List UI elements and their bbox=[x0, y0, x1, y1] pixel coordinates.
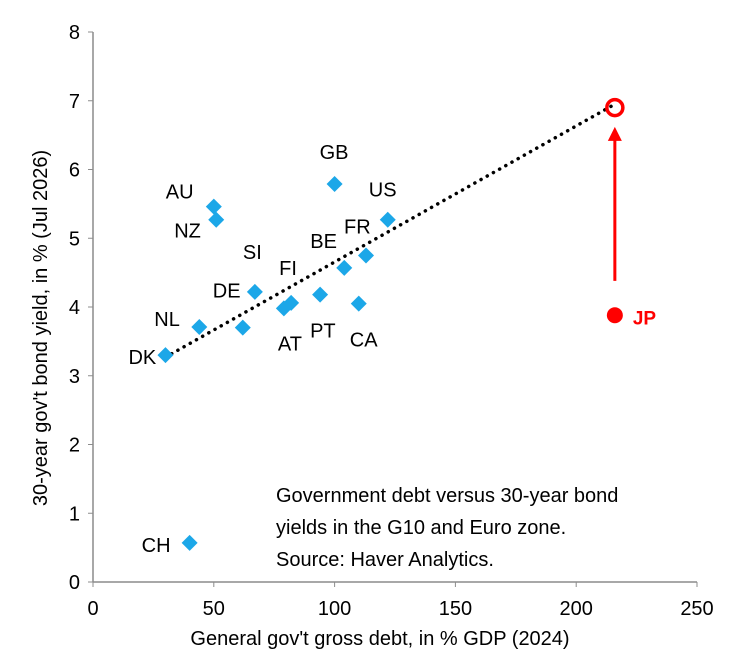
point-label-ca: CA bbox=[350, 330, 378, 352]
data-point-be bbox=[336, 259, 353, 276]
data-point-fr bbox=[358, 247, 375, 264]
point-label-be: BE bbox=[310, 231, 337, 253]
data-point-pt bbox=[312, 286, 329, 303]
y-tick-label: 7 bbox=[69, 91, 80, 113]
annotation-box: Government debt versus 30-year bond yiel… bbox=[276, 485, 618, 571]
point-label-nz: NZ bbox=[174, 221, 201, 243]
y-tick-label: 1 bbox=[69, 503, 80, 525]
x-tick-label: 0 bbox=[87, 598, 98, 620]
y-tick-label: 2 bbox=[69, 435, 80, 457]
point-label-au: AU bbox=[166, 182, 194, 204]
point-label-ch: CH bbox=[142, 535, 171, 557]
data-point-nz bbox=[208, 211, 225, 228]
y-tick-label: 5 bbox=[69, 228, 80, 250]
data-point-us bbox=[379, 211, 396, 228]
data-point-nl bbox=[191, 318, 208, 335]
data-points bbox=[157, 97, 625, 551]
tick-labels: 0 1 2 3 4 5 6 7 8 0 50 100 150 200 250 bbox=[69, 22, 714, 620]
annotation-line-1: Government debt versus 30-year bond bbox=[276, 485, 618, 507]
y-axis-label: 30-year gov't bond yield, in % (Jul 2026… bbox=[30, 150, 52, 506]
y-tick-label: 8 bbox=[69, 22, 80, 44]
annotation-line-3: Source: Haver Analytics. bbox=[276, 549, 494, 571]
x-tick-label: 50 bbox=[203, 598, 225, 620]
point-label-at: AT bbox=[278, 333, 302, 355]
point-label-fi: FI bbox=[279, 258, 297, 280]
data-point-jp bbox=[606, 307, 623, 324]
point-label-pt: PT bbox=[310, 321, 336, 343]
data-point-de bbox=[234, 319, 251, 336]
data-point-ch bbox=[181, 534, 198, 551]
y-tick-label: 4 bbox=[69, 297, 80, 319]
data-point-ca bbox=[350, 295, 367, 312]
data-point-au bbox=[205, 198, 222, 215]
point-label-de: DE bbox=[213, 281, 241, 303]
x-axis-label: General gov't gross debt, in % GDP (2024… bbox=[190, 628, 569, 650]
implied-yield-point bbox=[605, 97, 625, 118]
trendline bbox=[163, 102, 617, 359]
x-tick-label: 100 bbox=[318, 598, 351, 620]
y-tick-label: 6 bbox=[69, 160, 80, 182]
point-label-si: SI bbox=[243, 242, 262, 264]
arrow-head bbox=[607, 126, 622, 141]
x-tick-label: 150 bbox=[439, 598, 472, 620]
data-point-gb bbox=[326, 175, 343, 192]
data-point-fi bbox=[283, 294, 300, 311]
point-label-nl: NL bbox=[154, 309, 180, 331]
y-tick-label: 3 bbox=[69, 366, 80, 388]
point-label-us: US bbox=[369, 180, 397, 202]
trendline-layer bbox=[163, 102, 622, 359]
point-label-dk: DK bbox=[128, 347, 156, 369]
point-label-jp: JP bbox=[633, 308, 657, 329]
x-tick-label: 200 bbox=[560, 598, 593, 620]
y-tick-label: 0 bbox=[69, 572, 80, 594]
x-tick-label: 250 bbox=[680, 598, 713, 620]
data-point-dk bbox=[157, 347, 174, 364]
annotation-line-2: yields in the G10 and Euro zone. bbox=[276, 517, 566, 539]
point-label-gb: GB bbox=[320, 142, 349, 164]
data-point-si bbox=[246, 283, 263, 300]
point-label-fr: FR bbox=[344, 216, 371, 238]
